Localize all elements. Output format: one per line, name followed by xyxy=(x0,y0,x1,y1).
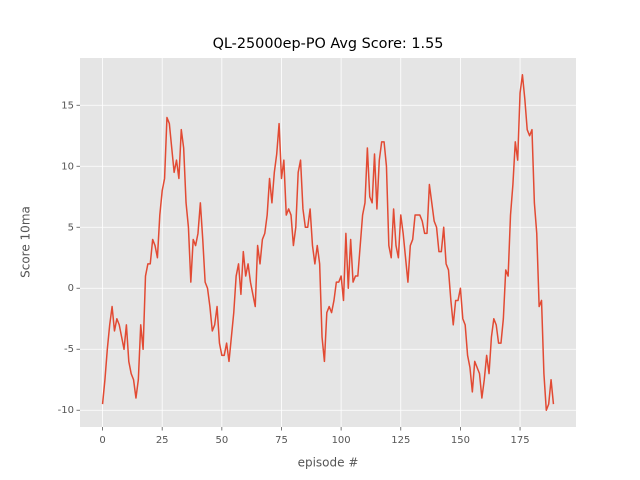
x-tick-label: 75 xyxy=(275,435,288,446)
y-axis-label: Score 10ma xyxy=(19,206,33,278)
series-line xyxy=(101,74,555,411)
x-tick-label: 125 xyxy=(391,435,410,446)
y-tick-label: 10 xyxy=(61,161,74,172)
x-tick-label: 50 xyxy=(215,435,228,446)
plot-background xyxy=(80,58,576,427)
x-tick-label: 25 xyxy=(156,435,169,446)
y-tick-label: -5 xyxy=(64,344,74,355)
y-tick-label: 15 xyxy=(61,100,74,111)
x-tick-label: 150 xyxy=(451,435,470,446)
x-tick-label: 175 xyxy=(511,435,530,446)
marks xyxy=(101,74,555,411)
chart-title: QL-25000ep-PO Avg Score: 1.55 xyxy=(213,36,444,52)
x-axis-label: episode # xyxy=(298,456,359,470)
y-tick-label: -10 xyxy=(58,405,74,416)
x-tick-label: 0 xyxy=(99,435,105,446)
y-tick-label: 5 xyxy=(68,222,74,233)
y-tick-label: 0 xyxy=(68,283,74,294)
x-tick-label: 100 xyxy=(332,435,351,446)
